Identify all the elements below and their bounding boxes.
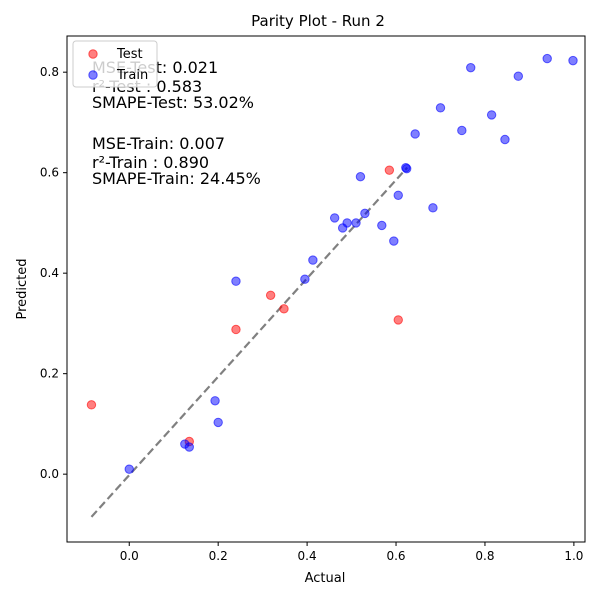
chart-title: Parity Plot - Run 2 [251,12,385,30]
x-tick-label: 0.8 [475,549,494,563]
train-point [184,442,194,452]
y-tick-label: 0.8 [40,65,59,79]
legend: Test Train [72,40,158,88]
train-point [124,464,134,474]
test-point [86,400,97,410]
train-point [355,171,366,182]
plot-area [66,35,586,543]
x-tick-label: 1.0 [564,549,583,563]
test-point [393,315,403,325]
x-axis-label: Actual [305,571,346,586]
y-tick-label: 0.6 [40,166,59,180]
test-point [384,165,395,175]
x-tick-label: 0.6 [386,549,405,563]
axis-ticks: 0.0 0.2 0.4 0.6 0.8 1.0 0.0 0.2 0.4 0.6 0.8 [40,65,584,563]
legend-marker [88,49,98,59]
y-tick-label: 0.4 [40,266,59,280]
train-point [466,62,476,73]
train-point [486,110,497,120]
y-tick-label: 0.0 [40,467,59,481]
train-point [428,203,438,213]
train-point [542,53,552,64]
train-point [360,208,370,219]
train-point [213,417,223,428]
train-point [342,218,352,228]
parity-line [90,166,408,518]
train-point [300,274,310,284]
legend-marker [88,70,98,80]
train-point [457,125,467,136]
train-point [231,276,241,286]
legend-label: Train [116,68,148,83]
train-point [308,255,318,265]
metric-annotation: MSE-Train: 0.007 [92,134,225,153]
train-point [389,236,399,246]
y-axis-label: Predicted [15,258,30,319]
train-point [351,218,361,228]
metric-annotation: SMAPE-Test: 53.02% [92,93,254,112]
train-point [210,396,220,406]
train-point [513,71,524,81]
x-tick-label: 0.2 [209,549,228,563]
train-point [329,213,340,223]
parity-line-layer [90,166,408,518]
train-point [500,134,510,145]
test-point [231,324,241,335]
train-point [410,129,420,139]
metric-annotation: r²-Train : 0.890 [92,153,209,172]
train-point [377,220,387,231]
metric-annotation: SMAPE-Train: 24.45% [92,169,261,188]
y-tick-label: 0.2 [40,367,59,381]
test-point [265,290,276,300]
train-point [568,55,578,66]
x-tick-label: 0.4 [298,549,317,563]
train-point [435,103,446,113]
test-point [279,304,289,314]
train-point [393,190,403,200]
scatter-points [86,53,578,474]
x-tick-label: 0.0 [120,549,139,563]
train-point [402,163,412,174]
legend-label: Test [116,47,143,62]
